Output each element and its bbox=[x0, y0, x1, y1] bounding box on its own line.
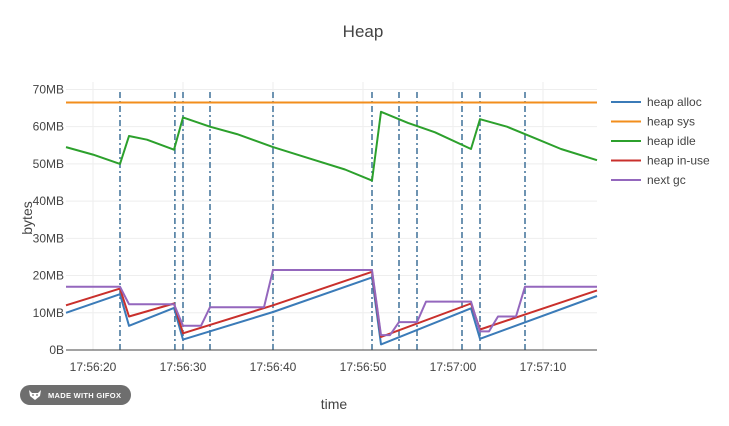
legend[interactable]: heap alloc heap sys heap idle heap in-use ne… bbox=[611, 95, 710, 187]
x-axis-label: time bbox=[321, 396, 348, 412]
x-tick-label: 17:57:00 bbox=[430, 360, 477, 374]
legend-label: heap alloc bbox=[647, 95, 702, 109]
y-tick-label: 10MB bbox=[33, 306, 64, 320]
y-tick-label: 0B bbox=[49, 343, 64, 357]
x-tick-label: 17:57:10 bbox=[520, 360, 567, 374]
x-tick-label: 17:56:30 bbox=[160, 360, 207, 374]
x-tick-label: 17:56:40 bbox=[250, 360, 297, 374]
y-axis-label: bytes bbox=[19, 201, 35, 234]
legend-item-next-gc[interactable]: next gc bbox=[611, 173, 686, 187]
x-tick-label: 17:56:20 bbox=[70, 360, 117, 374]
y-tick-label: 50MB bbox=[33, 157, 64, 171]
legend-item-heap-idle[interactable]: heap idle bbox=[611, 134, 696, 148]
series-line-next-gc bbox=[66, 269, 597, 337]
series-lines bbox=[65, 101, 598, 346]
y-tick-label: 70MB bbox=[33, 82, 64, 96]
legend-item-heap-sys[interactable]: heap sys bbox=[611, 115, 695, 129]
axes: 0B 10MB 20MB 30MB 40MB 50MB 60MB 70MB 17:56:20 17… bbox=[33, 82, 597, 374]
series-line-heap-alloc bbox=[65, 276, 598, 346]
legend-label: next gc bbox=[647, 173, 686, 187]
series-line-heap-idle bbox=[65, 110, 598, 182]
legend-item-heap-in-use[interactable]: heap in-use bbox=[611, 154, 710, 168]
y-tick-label: 30MB bbox=[33, 231, 64, 245]
legend-label: heap idle bbox=[647, 134, 696, 148]
legend-item-heap-alloc[interactable]: heap alloc bbox=[611, 95, 702, 109]
gridlines bbox=[66, 82, 597, 350]
y-tick-label: 60MB bbox=[33, 120, 64, 134]
gifox-watermark: MADE WITH GIFOX bbox=[20, 385, 132, 405]
legend-label: heap sys bbox=[647, 115, 695, 129]
legend-label: heap in-use bbox=[647, 154, 710, 168]
x-tick-label: 17:56:50 bbox=[340, 360, 387, 374]
y-tick-label: 40MB bbox=[33, 194, 64, 208]
y-tick-label: 20MB bbox=[33, 269, 64, 283]
watermark-text: MADE WITH GIFOX bbox=[48, 390, 122, 400]
chart-title: Heap bbox=[343, 22, 384, 41]
fox-logo-icon bbox=[29, 390, 41, 400]
